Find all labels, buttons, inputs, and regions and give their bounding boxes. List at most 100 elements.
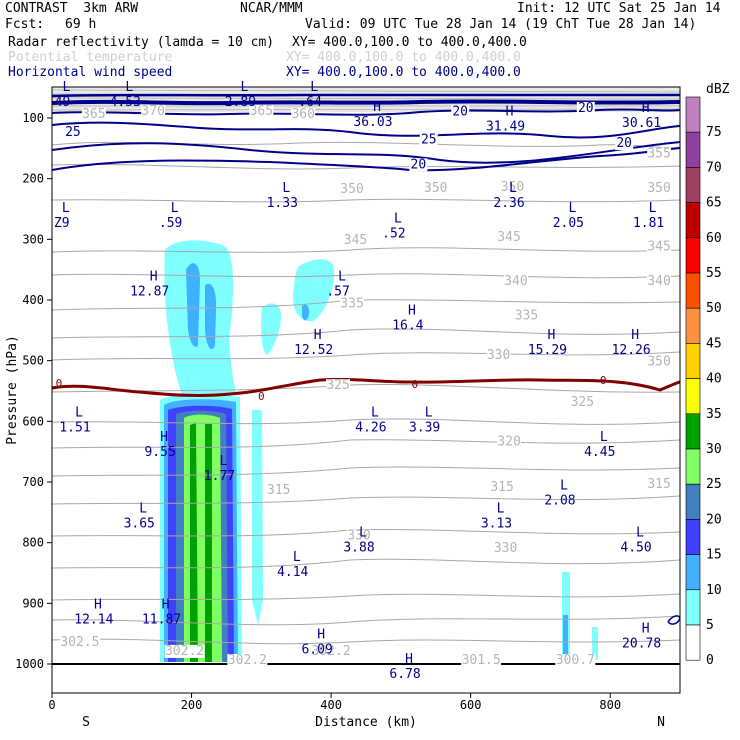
wind-contour-label: 25 — [421, 132, 437, 147]
field-theta-name: Potential temperature — [8, 50, 173, 65]
theta-contour-label: 370 — [141, 104, 164, 119]
extremum-value: Z9 — [54, 216, 70, 231]
colorbar-swatch — [685, 96, 701, 133]
colorbar-swatch — [685, 237, 701, 274]
extremum-marker: H — [162, 597, 170, 612]
wind-label-bg — [451, 105, 470, 119]
freezing-level-label: 0 — [412, 378, 419, 391]
theta-label-bg — [291, 108, 316, 121]
extremum-marker: L — [293, 550, 301, 565]
extremum-value: 4.26 — [355, 421, 386, 436]
colorbar-level: 55 — [706, 266, 722, 281]
theta-label-bg — [647, 478, 672, 492]
theta-label-bg — [490, 481, 515, 495]
extremum-marker: H — [631, 328, 639, 343]
theta-contour-label: 330 — [494, 541, 517, 556]
extremum-value: .59 — [159, 216, 182, 231]
theta-contour-label: 350 — [424, 181, 447, 196]
extremum-value: 3.88 — [343, 541, 374, 556]
colorbar-level: 25 — [706, 477, 722, 492]
extremum-marker: H — [405, 652, 413, 667]
extremum-marker: L — [62, 201, 70, 216]
theta-contour-label: 365 — [82, 107, 105, 122]
colorbar-level: 40 — [706, 372, 722, 387]
theta-contour-label: 302.2 — [165, 644, 204, 659]
refl-5dbz-anvil — [164, 240, 236, 395]
extremum-value: 6.78 — [389, 667, 420, 682]
freezing-level-label: 0 — [258, 390, 265, 403]
theta-contour-label: 365 — [250, 104, 273, 119]
colorbar-level: 75 — [706, 125, 722, 140]
y-tick-label: 700 — [22, 475, 44, 489]
extremum-marker: H — [373, 100, 381, 115]
x-tick-label: 200 — [181, 698, 203, 712]
extremum-marker: L — [568, 201, 576, 216]
extremum-value: 3.39 — [409, 421, 440, 436]
extremum-marker: L — [338, 270, 346, 285]
theta-contour-label: 302.2 — [312, 644, 351, 659]
y-axis-label: Pressure (hPa) — [5, 335, 20, 445]
valid-time: Valid: 09 UTC Tue 28 Jan 14 (19 ChT Tue … — [305, 17, 697, 32]
x-tick-label: 0 — [48, 698, 55, 712]
product-title: CONTRAST 3km ARW — [5, 1, 139, 16]
extremum-value: 3.65 — [124, 516, 155, 531]
colorbar-swatch — [685, 448, 701, 485]
extremum-marker: L — [425, 406, 433, 421]
extremum-value: 2.05 — [553, 216, 584, 231]
theta-contour-label: 315 — [647, 477, 670, 492]
extremum-marker: L — [240, 80, 248, 95]
extremum-value: 9.55 — [144, 445, 175, 460]
colorbar-unit: dBZ — [706, 82, 730, 97]
wind-contour-label: 20 — [578, 101, 594, 116]
field-wind-name: Horizontal wind speed — [8, 65, 173, 80]
theta-contour-label: 330 — [487, 348, 510, 363]
extremum-marker: L — [497, 501, 505, 516]
freezing-level-label: 0 — [600, 374, 607, 387]
y-tick-label: 1000 — [15, 657, 44, 671]
theta-label-bg — [340, 297, 365, 311]
colorbar-level: 50 — [706, 301, 722, 316]
extremum-value: 12.14 — [74, 612, 113, 627]
theta-label-bg — [486, 348, 511, 362]
theta-contour-lines — [52, 141, 680, 645]
extremum-marker: H — [506, 105, 514, 120]
colorbar-level: 45 — [706, 336, 722, 351]
x-endpoint-south: S — [82, 715, 90, 730]
theta-contour-label: 345 — [647, 239, 670, 254]
theta-label-bg — [514, 309, 539, 323]
theta-contour-label: 355 — [647, 146, 670, 161]
x-axis-label: Distance (km) — [315, 715, 417, 730]
theta-contour-label: 302.2 — [228, 653, 267, 668]
theta-contour-label: 340 — [504, 274, 527, 289]
extremum-value: .52 — [382, 226, 405, 241]
field-reflectivity-name: Radar reflectivity (lamda = 10 cm) — [8, 35, 275, 50]
y-tick-label: 300 — [22, 232, 44, 246]
extremum-marker: L — [600, 430, 608, 445]
theta-label-bg — [141, 104, 166, 118]
colorbar-swatch — [685, 167, 701, 203]
refl-5dbz-strip — [252, 410, 263, 625]
extremum-marker: L — [75, 406, 83, 421]
extremum-marker: L — [560, 478, 568, 493]
wind-label-bg — [409, 158, 428, 172]
extremum-value: 12.87 — [130, 285, 169, 300]
forecast-label: Fcst: — [5, 17, 45, 32]
colorbar-level: 30 — [706, 442, 722, 457]
theta-contour-label: 335 — [340, 296, 363, 311]
refl-5dbz-far2 — [592, 627, 598, 660]
theta-label-bg — [81, 108, 106, 121]
y-tick-label: 800 — [22, 536, 44, 550]
colorbar-swatch — [685, 413, 701, 450]
theta-label-bg — [423, 182, 448, 196]
extremum-marker: L — [282, 181, 290, 196]
theta-label-bg — [504, 274, 529, 288]
colorbar-level: 15 — [706, 548, 722, 563]
theta-label-bg — [461, 654, 502, 667]
theta-contour-label: 350 — [501, 180, 524, 195]
theta-label-bg — [647, 182, 672, 196]
theta-label-bg — [326, 379, 351, 393]
x-tick-label: 400 — [320, 698, 342, 712]
colorbar-level: 0 — [706, 653, 714, 668]
